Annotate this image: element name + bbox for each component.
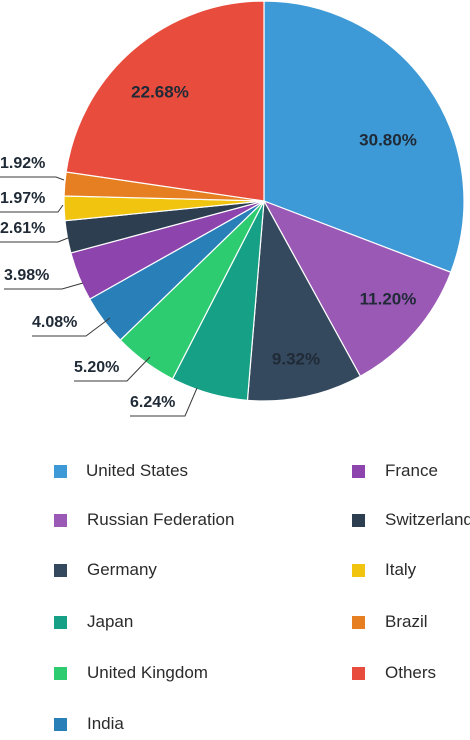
legend-swatch	[54, 666, 67, 680]
legend-item-russian-federation: Russian Federation	[54, 508, 234, 532]
legend-swatch	[54, 513, 67, 527]
leader-line-india	[32, 317, 111, 337]
data-label-japan: 6.24%	[130, 394, 175, 411]
legend-label: Italy	[385, 560, 417, 579]
chart-legend: United States France Russian Federation …	[0, 455, 470, 740]
legend-swatch	[352, 666, 365, 680]
legend-item-united-kingdom: United Kingdom	[54, 661, 208, 685]
data-label-switzerland: 2.61%	[0, 220, 45, 237]
legend-label: Brazil	[385, 612, 428, 631]
leader-line-japan	[130, 387, 198, 417]
pie-slice-united-states	[263, 0, 465, 274]
leader-line-brazil	[0, 176, 65, 181]
legend-label: Japan	[87, 612, 134, 631]
legend-item-germany: Germany	[54, 558, 157, 582]
legend-swatch	[54, 464, 67, 478]
legend-item-italy: Italy	[352, 558, 416, 582]
legend-label: Others	[385, 663, 437, 682]
legend-item-japan: Japan	[54, 610, 133, 634]
legend-item-switzerland: Switzerland	[352, 508, 470, 532]
data-label-france: 3.98%	[4, 267, 49, 284]
legend-item-others: Others	[352, 661, 436, 685]
legend-swatch	[352, 464, 365, 478]
pie-slice-germany	[246, 198, 362, 402]
legend-swatch	[352, 513, 365, 527]
legend-label: Germany	[87, 560, 157, 579]
data-label-united-kingdom: 5.20%	[74, 359, 119, 376]
legend-swatch	[352, 615, 365, 629]
legend-label: Switzerland	[385, 510, 470, 529]
data-label-others: 22.68%	[131, 82, 189, 101]
data-label-russian-federation: 11.20%	[360, 289, 417, 308]
legend-item-united-states: United States	[54, 459, 188, 483]
pie-slice-others	[65, 0, 265, 202]
legend-item-france: France	[352, 459, 438, 483]
legend-swatch	[54, 615, 67, 629]
leader-line-united-kingdom	[74, 356, 151, 382]
legend-label: United Kingdom	[87, 663, 208, 682]
legend-swatch	[352, 563, 365, 577]
legend-label: Russian Federation	[87, 510, 235, 529]
pie-slice-russian-federation	[262, 199, 452, 378]
data-label-brazil: 1.92%	[0, 155, 45, 172]
data-label-germany: 9.32%	[272, 349, 320, 368]
legend-swatch	[54, 717, 67, 731]
legend-item-india: India	[54, 712, 124, 736]
leader-line-switzerland	[0, 237, 69, 243]
data-label-united-states: 30.80%	[359, 130, 417, 149]
legend-item-brazil: Brazil	[352, 610, 428, 634]
leader-line-italy	[0, 204, 64, 213]
legend-swatch	[54, 563, 67, 577]
legend-label: France	[385, 461, 438, 480]
legend-label: United States	[86, 461, 189, 480]
data-label-italy: 1.97%	[0, 190, 45, 207]
data-label-india: 4.08%	[32, 314, 77, 331]
legend-label: India	[87, 714, 124, 733]
pie-chart: 30.80% 11.20% 9.32% 6.24% 5.20% 4.08% 3.98% 2.6…	[0, 0, 465, 417]
leader-line-france	[4, 282, 84, 290]
